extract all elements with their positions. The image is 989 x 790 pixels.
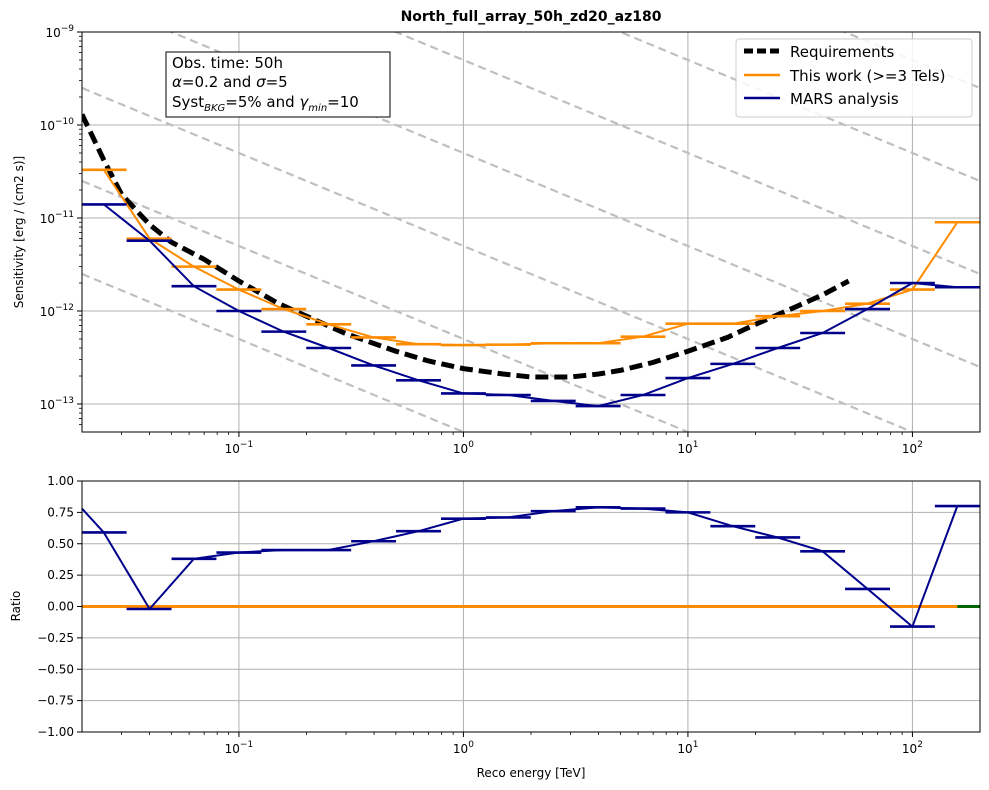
annotation-line-3: SystBKG=5% and γmin=10 bbox=[172, 93, 359, 114]
x-tick-label: 101 bbox=[677, 740, 698, 756]
ratio-plot: 10−1 100 101 102 1.00 0.75 0.50 0.25 0.00 −0.25 −… bbox=[9, 474, 981, 780]
y-tick-label: −1.00 bbox=[37, 725, 74, 739]
x-tick-label: 102 bbox=[902, 440, 923, 456]
reference-line bbox=[82, 272, 467, 432]
sensitivity-y-ticks: 10−9 10−10 10−11 10−12 10−13 bbox=[40, 24, 82, 426]
reference-line bbox=[82, 179, 691, 432]
ratio-y-axis-label: Ratio bbox=[9, 591, 23, 622]
y-tick-label: 0.25 bbox=[47, 568, 74, 582]
reference-line bbox=[82, 86, 916, 432]
y-tick-label: 10−9 bbox=[45, 24, 74, 40]
annotation-frame bbox=[165, 51, 391, 118]
reference-lines bbox=[82, 32, 980, 432]
annotation-line-2: α=0.2 and σ=5 bbox=[172, 73, 288, 91]
y-tick-label: 0.50 bbox=[47, 537, 74, 551]
reference-line bbox=[617, 32, 980, 183]
legend-requirements-label: Requirements bbox=[790, 43, 894, 61]
y-tick-label: −0.75 bbox=[37, 694, 74, 708]
x-tick-label: 10−1 bbox=[225, 740, 254, 756]
legend-frame bbox=[735, 38, 973, 118]
y-tick-label: 0.75 bbox=[47, 505, 74, 519]
legend-this-work-label: This work (>=3 Tels) bbox=[789, 67, 945, 85]
y-tick-label: 10−12 bbox=[40, 303, 74, 319]
ratio-y-ticks: 1.00 0.75 0.50 0.25 0.00 −0.25 −0.50 −0.75 −1.00 bbox=[37, 474, 82, 739]
x-tick-label: 101 bbox=[677, 440, 698, 456]
y-tick-label: −0.25 bbox=[37, 631, 74, 645]
y-tick-label: 1.00 bbox=[47, 474, 74, 488]
reference-line bbox=[392, 32, 980, 276]
annotation-line-1: Obs. time: 50h bbox=[172, 54, 283, 72]
y-tick-label: 10−13 bbox=[40, 396, 74, 412]
annotation-box: Obs. time: 50h α=0.2 and σ=5 SystBKG=5% … bbox=[165, 51, 391, 118]
legend: Requirements This work (>=3 Tels) MARS a… bbox=[735, 38, 973, 118]
x-axis-label: Reco energy [TeV] bbox=[477, 766, 586, 780]
chart-title: North_full_array_50h_zd20_az180 bbox=[401, 9, 662, 25]
ratio-x-ticks: 10−1 100 101 102 bbox=[121, 732, 923, 756]
x-tick-label: 102 bbox=[902, 740, 923, 756]
y-tick-label: 10−10 bbox=[40, 117, 75, 133]
y-tick-label: 0.00 bbox=[47, 600, 74, 614]
requirements-line bbox=[82, 113, 850, 380]
mars-analysis-line bbox=[103, 203, 958, 408]
sensitivity-series bbox=[82, 113, 980, 408]
ratio-series bbox=[82, 504, 980, 629]
legend-mars-label: MARS analysis bbox=[790, 90, 899, 108]
y-axis-label: Sensitivity [erg / (cm2 s)] bbox=[12, 156, 26, 308]
y-tick-label: −0.50 bbox=[37, 662, 74, 676]
x-tick-label: 100 bbox=[453, 740, 474, 756]
x-tick-label: 100 bbox=[453, 440, 474, 456]
sensitivity-x-ticks: 10−1 100 101 102 bbox=[121, 432, 923, 456]
y-tick-label: 10−11 bbox=[40, 210, 74, 226]
x-tick-label: 10−1 bbox=[225, 440, 254, 456]
sensitivity-plot: 10−1 100 101 102 10−9 10−10 10−11 10−12 10−13 N… bbox=[12, 9, 981, 456]
